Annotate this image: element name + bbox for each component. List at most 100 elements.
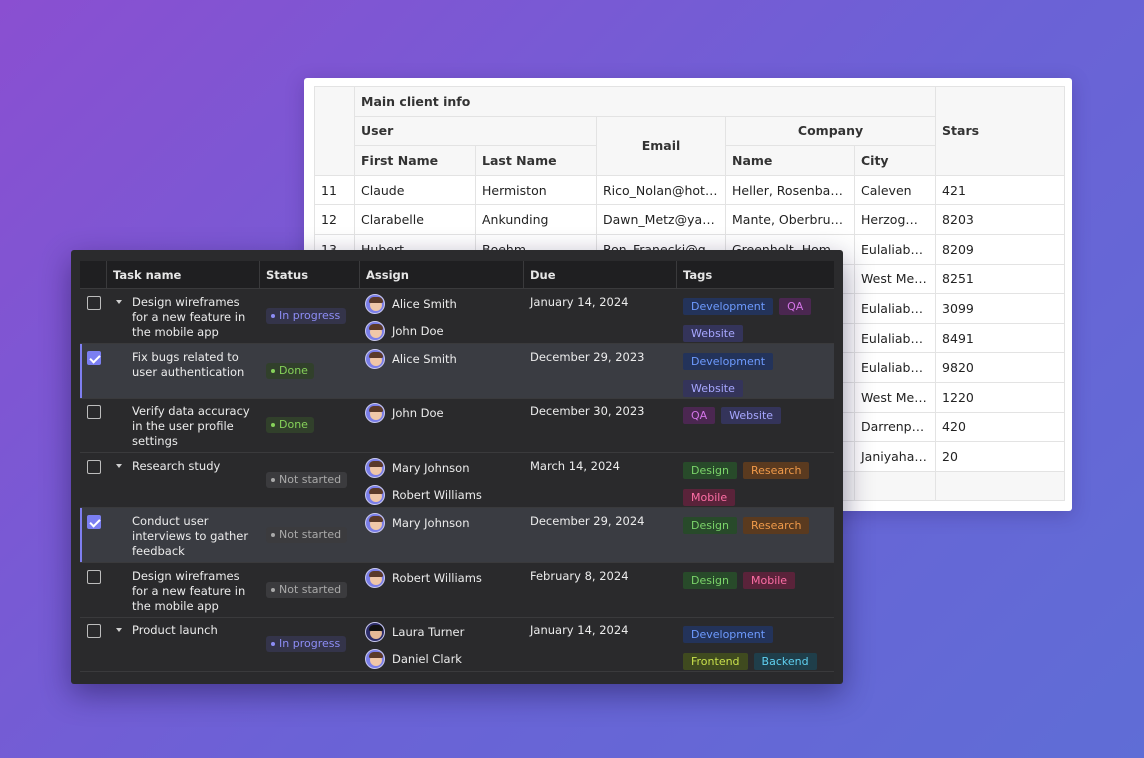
last-name-header[interactable]: Last Name [475, 145, 597, 176]
email-cell[interactable]: Dawn_Metz@yahoo.com [596, 204, 726, 235]
tag-qa[interactable]: QA [683, 407, 716, 425]
tag-backend[interactable]: Backend [753, 653, 817, 671]
city-cell[interactable]: Caleven [853, 174, 937, 206]
task-name[interactable]: Fix bugs related to user authentication [132, 349, 245, 379]
row-number[interactable]: 12 [314, 204, 355, 235]
stars-cell[interactable]: 3099 [935, 293, 1066, 324]
due-date[interactable]: December 29, 2023 [530, 349, 645, 364]
expand-caret-icon[interactable] [116, 300, 122, 304]
stars-cell[interactable]: 9820 [935, 352, 1066, 383]
due-date[interactable]: January 14, 2024 [530, 295, 629, 309]
tag-list[interactable]: Design Research [683, 514, 833, 541]
row-checkbox[interactable] [87, 405, 101, 420]
tag-research[interactable]: Research [742, 462, 810, 480]
tag-list[interactable]: Development Frontend Backend [683, 623, 833, 677]
tag-design[interactable]: Design [683, 516, 737, 534]
expand-caret-icon[interactable] [116, 628, 122, 633]
tag-development[interactable]: Development [683, 352, 774, 370]
row-checkbox[interactable] [87, 296, 101, 310]
tag-list[interactable]: Design Mobile [683, 569, 833, 596]
city-header[interactable]: City [853, 145, 937, 176]
city-cell[interactable]: Eulaliabury [853, 322, 937, 354]
tag-research[interactable]: Research [742, 516, 810, 534]
tag-design[interactable]: Design [683, 462, 737, 480]
task-name[interactable]: Design wireframes for a new feature in t… [132, 295, 246, 339]
task-row[interactable]: Fix bugs related to user authentication D… [80, 343, 834, 399]
task-row[interactable]: Design wireframes for a new feature in t… [80, 563, 834, 618]
last-name-cell[interactable]: Ankunding [475, 204, 597, 235]
row-checkbox[interactable] [87, 624, 101, 639]
stars-cell[interactable]: 420 [935, 411, 1066, 443]
due-date[interactable]: December 30, 2023 [530, 404, 645, 419]
tag-frontend[interactable]: Frontend [683, 653, 748, 671]
first-name-cell[interactable]: Clarabelle [354, 204, 476, 235]
city-cell[interactable]: West Meda [853, 263, 937, 295]
tag-mobile[interactable]: Mobile [683, 489, 736, 507]
stars-cell[interactable]: 8251 [935, 263, 1066, 295]
email-cell[interactable]: Rico_Nolan@hotmail.com [596, 174, 726, 206]
status-badge[interactable]: Not started [266, 472, 348, 489]
task-name[interactable]: Verify data accuracy in the user profile… [132, 404, 250, 449]
city-cell[interactable]: Janiyahaven [853, 441, 937, 472]
row-checkbox[interactable] [87, 460, 101, 475]
task-name[interactable]: Research study [132, 459, 221, 474]
status-header[interactable]: Status [259, 261, 359, 289]
status-badge[interactable]: Not started [266, 526, 348, 543]
city-cell[interactable]: West Meda [853, 381, 937, 413]
due-date[interactable]: December 29, 2024 [530, 513, 645, 528]
expand-caret-icon[interactable] [116, 464, 122, 469]
tag-website[interactable]: Website [683, 379, 743, 397]
stars-cell[interactable]: 20 [935, 441, 1066, 472]
task-name[interactable]: Design wireframes for a new feature in t… [132, 568, 246, 613]
task-row[interactable]: Product launch In progress Laura Turner Dan… [80, 617, 834, 673]
tag-website[interactable]: Website [683, 325, 743, 342]
stars-cell[interactable]: 421 [935, 174, 1066, 206]
tag-qa[interactable]: QA [779, 298, 812, 315]
row-number[interactable]: 11 [314, 174, 355, 206]
stars-cell[interactable]: 1220 [935, 381, 1066, 413]
stars-cell[interactable]: 8209 [935, 233, 1066, 265]
first-name-header[interactable]: First Name [354, 145, 476, 176]
tag-development[interactable]: Development [683, 626, 774, 644]
status-badge[interactable]: Done [266, 417, 314, 434]
due-header[interactable]: Due [523, 261, 676, 289]
tag-list[interactable]: Development Website [683, 350, 833, 404]
due-date[interactable]: February 8, 2024 [530, 568, 629, 583]
tag-list[interactable]: Design Research Mobile [683, 459, 833, 513]
first-name-cell[interactable]: Claude [354, 174, 476, 206]
assign-header[interactable]: Assign [359, 261, 523, 289]
task-name[interactable]: Product launch [132, 623, 218, 638]
city-cell[interactable]: Eulaliabury [853, 233, 937, 265]
status-badge[interactable]: Done [266, 362, 314, 379]
due-date[interactable]: March 14, 2024 [530, 459, 620, 474]
status-badge[interactable]: In progress [266, 636, 347, 653]
task-row[interactable]: Verify data accuracy in the user profile… [80, 398, 834, 454]
tag-list[interactable]: QA Website [683, 404, 833, 431]
task-row[interactable]: Research study Not started Mary Johnson Rob… [80, 453, 834, 509]
status-badge[interactable]: Not started [266, 581, 348, 598]
city-cell[interactable]: Eulaliabury [853, 293, 937, 324]
due-date[interactable]: January 14, 2024 [530, 623, 629, 638]
tag-development[interactable]: Development [683, 298, 774, 315]
table-row[interactable]: 12ClarabelleAnkundingDawn_Metz@yahoo.com… [314, 204, 1066, 235]
city-cell[interactable]: Eulaliabury [853, 352, 937, 383]
task-name-header[interactable]: Task name [106, 261, 259, 289]
task-row[interactable]: Design wireframes for a new feature in t… [80, 289, 834, 344]
tag-list[interactable]: Development QA Website [683, 295, 833, 349]
city-cell[interactable]: Darrenport [853, 411, 937, 443]
task-name[interactable]: Conduct user interviews to gather feedba… [132, 513, 249, 558]
tag-design[interactable]: Design [683, 571, 737, 589]
status-badge[interactable]: In progress [266, 308, 347, 324]
email-header[interactable]: Email [596, 115, 726, 176]
stars-cell[interactable]: 8203 [935, 204, 1066, 235]
company-name-header[interactable]: Name [725, 145, 855, 176]
row-checkbox[interactable] [87, 514, 101, 529]
city-cell[interactable]: Herzogmouth [853, 204, 937, 235]
stars-header[interactable]: Stars [935, 86, 1066, 176]
tags-header[interactable]: Tags [676, 261, 834, 289]
task-row[interactable]: Conduct user interviews to gather feedba… [80, 507, 834, 563]
tag-mobile[interactable]: Mobile [742, 571, 796, 589]
row-checkbox[interactable] [87, 350, 101, 365]
table-row[interactable]: 11ClaudeHermistonRico_Nolan@hotmail.comH… [314, 174, 1066, 206]
last-name-cell[interactable]: Hermiston [475, 174, 597, 206]
